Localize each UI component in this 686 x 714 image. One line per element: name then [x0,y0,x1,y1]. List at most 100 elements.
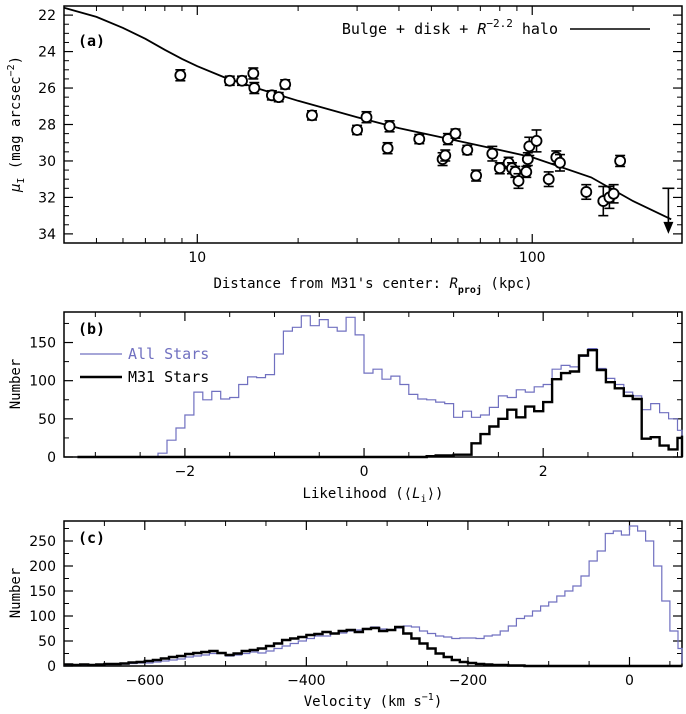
data-point [306,109,318,122]
data-point-marker [351,124,363,136]
data-point-marker [512,175,525,187]
panel-a-ytick-label: 34 [38,227,56,243]
data-point-marker [607,187,620,200]
data-point-marker [272,91,285,104]
data-point-marker [614,155,627,167]
data-point [247,67,260,80]
panel-b-legend-m31: M31 Stars [128,368,209,386]
panel-c-xlabel: Velocity (km s−1) [304,692,443,710]
panel-b-ytick-label: 50 [38,412,56,428]
panel-a-xlabel: Distance from M31's center: Rproj (kpc) [213,276,532,296]
data-point-marker [236,74,248,87]
panel-a-frame [63,5,683,244]
panel-b-xtick-label: 2 [539,464,548,480]
data-point [223,74,236,87]
panel-b-ylabel: Number [8,359,24,410]
data-point [381,141,394,155]
data-point-marker [306,109,318,122]
panel-a-ytick-label: 26 [38,81,56,97]
panel-b-ytick-label: 0 [47,450,56,466]
panel-b-ytick-label: 100 [29,374,56,390]
data-point-marker [360,111,373,124]
data-point-marker [439,149,452,162]
panel-b-xtick-label: 0 [360,464,369,480]
data-point-marker [530,135,543,147]
panel-c-xtick-label: −600 [126,673,164,689]
panel-a-ytick-label: 32 [38,190,56,206]
data-point-marker [413,133,426,145]
panel-c-tag: (c) [78,529,105,547]
panel-c-histograms [64,525,683,668]
panel-c-ytick-label: 200 [29,559,56,575]
panel-c-ytick-label: 100 [29,609,56,625]
histogram-all-stars [77,315,683,458]
data-point [413,133,426,145]
panel-c-ticks: −600 −400 −200 0 0 50 100 150 200 250 [29,521,682,689]
panel-a: 10 100 22 24 26 28 30 32 34 (a) Bulge + disk + R… [6,5,683,296]
data-point [580,183,593,201]
panel-c-ytick-label: 150 [29,584,56,600]
data-point-marker [279,78,292,91]
panel-a-ytick-label: 22 [38,8,56,24]
panel-c-xtick-label: −200 [449,673,487,689]
data-point-marker [520,165,533,178]
panel-c-frame [63,520,683,667]
data-point [530,129,543,153]
data-point [554,153,566,172]
upper-limit-arrowhead [663,221,674,234]
data-point-marker [461,144,474,156]
panel-a-ytick-label: 30 [38,154,56,170]
panel-a-xtick-label: 100 [519,250,546,266]
data-point [236,74,248,87]
data-point [614,154,627,168]
data-point [607,183,620,204]
data-point [470,169,483,182]
data-point-marker [486,147,499,160]
data-point-marker [223,74,236,87]
panel-a-tag: (a) [78,32,105,50]
data-point-marker [383,120,396,133]
panel-c-ylabel: Number [8,568,24,619]
data-point-marker [470,169,483,182]
panel-c-xtick-label: 0 [625,673,634,689]
panel-a-ticks: 10 100 22 24 26 28 30 32 34 [38,6,682,266]
data-point [542,171,555,188]
data-point-marker [521,153,534,166]
panel-b-legend-all: All Stars [128,345,209,363]
data-point [360,110,373,124]
data-point-marker [381,142,394,155]
data-point-marker [174,69,187,82]
data-point-marker [248,82,261,94]
data-point-marker [449,127,462,140]
panel-a-ytick-label: 28 [38,118,56,134]
data-point [461,144,474,156]
data-point-marker [542,173,555,186]
panel-a-points [174,67,627,217]
panel-b-histograms [77,315,684,459]
data-point [272,91,285,104]
panel-c-ytick-label: 0 [47,659,56,675]
data-point-marker [580,186,593,198]
data-point [486,145,499,162]
data-point [351,124,363,136]
data-point-marker [247,67,260,80]
panel-b: −2 0 2 0 50 100 150 (b) All Stars M31 Stars Li… [8,311,684,505]
panel-b-xlabel: Likelihood (⟨Li⟩) [303,486,444,505]
panel-a-ytick-label: 24 [38,45,56,61]
data-point [174,69,187,82]
histogram-m31-stars [64,625,682,668]
data-point [439,149,452,162]
data-point [279,78,292,91]
histogram-m31-stars [77,349,684,459]
panel-c-ytick-label: 50 [38,634,56,650]
panel-a-ylabel: μI (mag arcsec−2) [6,56,27,193]
panel-a-xtick-label: 10 [188,250,206,266]
panel-b-ytick-label: 150 [29,336,56,352]
panel-c-ytick-label: 250 [29,534,56,550]
panel-a-legend-label: Bulge + disk + R−2.2 halo [342,17,558,38]
panel-a-upper-limit-arrow [662,187,675,234]
data-point [521,151,534,167]
panel-b-xtick-label: −2 [175,464,196,480]
panel-b-tag: (b) [78,320,105,338]
